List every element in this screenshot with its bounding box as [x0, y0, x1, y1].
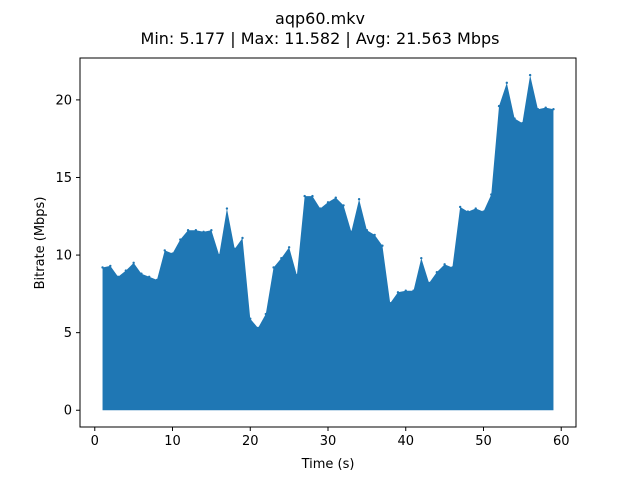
- data-point: [334, 196, 337, 199]
- data-point: [101, 266, 104, 269]
- data-point: [443, 263, 446, 266]
- y-tick-label: 15: [55, 171, 72, 186]
- data-point: [179, 238, 182, 241]
- bitrate-area: [102, 75, 554, 411]
- data-point: [427, 281, 431, 285]
- y-tick-label: 10: [55, 249, 72, 264]
- data-point: [451, 266, 454, 269]
- data-point: [326, 201, 330, 204]
- data-point: [217, 253, 221, 257]
- data-point: [225, 207, 229, 210]
- data-point: [365, 229, 369, 232]
- x-tick-label: 60: [553, 434, 570, 449]
- data-point: [482, 210, 485, 213]
- data-point: [202, 230, 205, 233]
- data-point: [552, 108, 555, 111]
- data-point: [295, 274, 299, 277]
- x-tick-label: 30: [320, 434, 337, 449]
- data-point: [396, 291, 400, 294]
- x-tick-label: 20: [242, 434, 259, 449]
- x-tick-label: 50: [475, 434, 492, 449]
- x-tick-label: 0: [91, 434, 99, 449]
- x-axis-label: Time (s): [301, 457, 355, 472]
- data-point: [287, 246, 291, 249]
- data-point: [474, 207, 477, 210]
- chart-subtitle: Min: 5.177 | Max: 11.582 | Avg: 21.563 M…: [141, 29, 500, 48]
- data-point: [404, 289, 407, 292]
- data-point: [381, 244, 384, 247]
- data-point: [497, 104, 501, 108]
- data-point: [147, 275, 151, 278]
- data-point: [109, 264, 112, 268]
- data-point: [155, 278, 159, 282]
- data-point: [256, 326, 260, 330]
- data-point: [505, 81, 509, 85]
- data-point: [186, 229, 190, 232]
- data-point: [132, 261, 135, 265]
- data-point: [116, 275, 120, 278]
- data-point: [124, 269, 128, 272]
- data-point: [490, 193, 493, 196]
- data-point: [412, 289, 415, 292]
- data-point: [513, 117, 516, 120]
- data-point: [388, 301, 392, 305]
- data-point: [373, 233, 376, 237]
- data-point: [194, 229, 198, 232]
- chart-title: aqp60.mkv: [275, 9, 365, 28]
- data-point: [163, 249, 166, 252]
- data-point: [435, 270, 439, 274]
- data-point: [350, 230, 353, 233]
- data-point: [210, 229, 213, 232]
- data-point: [280, 256, 283, 260]
- data-point: [420, 256, 423, 260]
- data-point: [264, 312, 268, 316]
- data-point: [521, 121, 524, 125]
- data-point: [140, 272, 143, 275]
- data-point: [458, 205, 462, 209]
- x-tick-label: 40: [397, 434, 414, 449]
- x-tick-label: 10: [164, 434, 181, 449]
- y-tick-label: 5: [64, 326, 72, 341]
- y-tick-label: 0: [64, 404, 72, 419]
- data-point: [241, 236, 244, 240]
- data-point: [311, 194, 314, 198]
- data-point: [528, 73, 532, 77]
- y-axis-label: Bitrate (Mbps): [33, 197, 48, 290]
- data-point: [536, 108, 540, 111]
- data-point: [544, 106, 547, 109]
- y-tick-label: 20: [55, 93, 72, 108]
- data-point: [303, 194, 306, 198]
- data-point: [171, 252, 174, 255]
- data-point: [272, 266, 275, 269]
- data-point: [233, 247, 236, 251]
- data-point: [466, 210, 470, 213]
- data-point: [319, 207, 322, 210]
- data-point: [342, 204, 345, 207]
- data-point: [357, 198, 361, 201]
- data-point: [249, 317, 252, 320]
